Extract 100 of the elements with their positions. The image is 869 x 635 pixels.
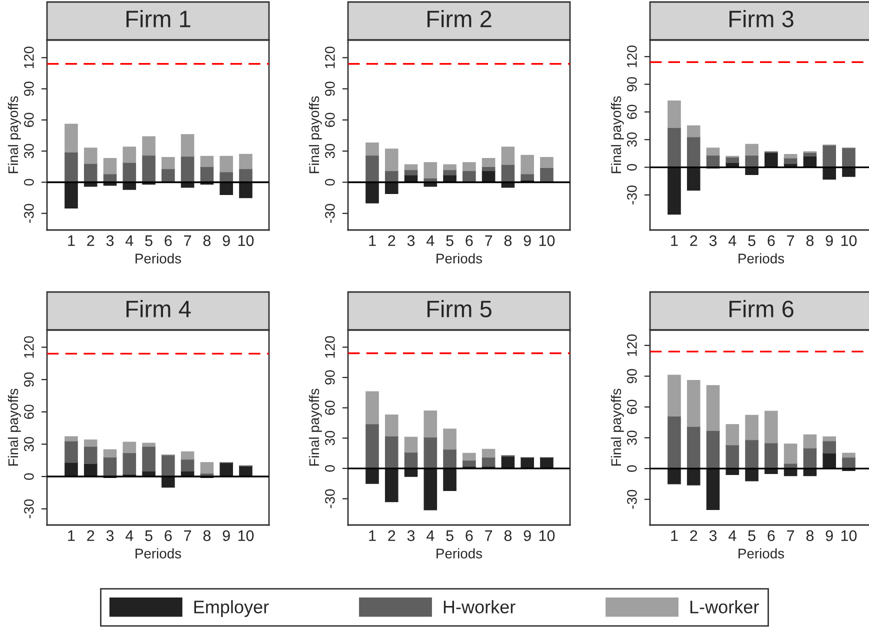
y-tick-label: 90 xyxy=(24,372,34,387)
y-tick-label: 0 xyxy=(325,465,335,472)
x-tick-label: 2 xyxy=(690,530,698,541)
legend-label: Employer xyxy=(194,600,269,617)
y-axis-title: Final payoffs xyxy=(8,96,21,174)
x-tick-label: 1 xyxy=(369,235,376,246)
y-axis-title: Final payoffs xyxy=(8,388,21,466)
y-axis-title: Final payoffs xyxy=(308,96,322,174)
y-tick-label: 120 xyxy=(325,336,335,358)
y-tick-label: 60 xyxy=(325,400,335,415)
x-tick-label: 8 xyxy=(203,235,211,246)
x-axis-title: Periods xyxy=(738,548,784,558)
x-tick-label: 6 xyxy=(164,530,172,542)
x-tick-label: 2 xyxy=(388,530,396,541)
x-tick-label: 1 xyxy=(671,530,678,541)
y-axis-title: Final payoffs xyxy=(610,96,624,174)
y-tick-label: 90 xyxy=(24,82,34,96)
x-tick-label: 3 xyxy=(709,530,717,542)
y-tick-label: 90 xyxy=(627,369,637,384)
y-tick-label: 120 xyxy=(627,334,637,356)
x-tick-label: 9 xyxy=(826,235,833,246)
x-tick-label: 7 xyxy=(184,235,192,246)
x-axis-title: Periods xyxy=(136,548,182,558)
chart-title: Firm 2 xyxy=(427,10,492,28)
x-tick-label: 3 xyxy=(407,235,415,246)
x-axis-title: Periods xyxy=(436,253,482,264)
x-tick-label: 9 xyxy=(222,235,230,246)
y-tick-label: 0 xyxy=(627,164,637,171)
y-tick-label: 90 xyxy=(325,370,335,385)
y-tick-label: 0 xyxy=(627,465,637,472)
x-tick-label: 4 xyxy=(126,235,134,246)
x-tick-label: 9 xyxy=(524,530,531,542)
x-tick-label: 5 xyxy=(446,235,454,246)
x-tick-label: 3 xyxy=(407,530,415,542)
x-tick-label: 6 xyxy=(164,235,172,246)
x-tick-label: 7 xyxy=(485,235,492,246)
y-tick-label: 60 xyxy=(627,400,637,414)
y-tick-label: 120 xyxy=(627,46,637,68)
x-tick-label: 1 xyxy=(68,235,75,246)
x-tick-label: 7 xyxy=(184,530,192,541)
y-tick-label: -30 xyxy=(627,185,637,204)
x-tick-label: 4 xyxy=(728,235,736,246)
x-tick-label: 6 xyxy=(768,530,775,542)
x-tick-label: 10 xyxy=(841,235,857,246)
x-tick-label: 7 xyxy=(485,530,492,541)
x-axis-title: Periods xyxy=(738,253,784,264)
x-tick-label: 4 xyxy=(728,530,736,541)
y-tick-label: 90 xyxy=(627,77,637,92)
y-tick-label: -30 xyxy=(325,204,335,223)
x-tick-label: 1 xyxy=(68,530,75,541)
x-axis-title: Periods xyxy=(136,253,182,264)
x-tick-label: 10 xyxy=(539,530,555,542)
y-tick-label: -30 xyxy=(325,489,335,508)
x-tick-label: 8 xyxy=(504,235,512,246)
x-tick-label: 5 xyxy=(145,235,152,246)
y-tick-label: 120 xyxy=(24,336,34,358)
x-tick-label: 7 xyxy=(787,530,794,541)
y-tick-label: 90 xyxy=(325,82,335,96)
y-tick-label: 0 xyxy=(24,178,34,186)
x-tick-label: 1 xyxy=(369,530,376,541)
x-tick-label: 9 xyxy=(222,530,230,542)
y-axis-title: Final payoffs xyxy=(610,388,624,466)
x-tick-label: 3 xyxy=(709,235,717,246)
x-tick-label: 3 xyxy=(106,235,114,246)
x-tick-label: 8 xyxy=(806,530,814,542)
x-tick-label: 7 xyxy=(787,235,794,246)
x-tick-label: 4 xyxy=(426,530,434,541)
y-tick-label: 60 xyxy=(627,104,637,119)
y-tick-label: 60 xyxy=(325,112,335,127)
x-tick-label: 10 xyxy=(238,235,254,246)
x-tick-label: 5 xyxy=(748,530,756,542)
x-tick-label: 5 xyxy=(446,530,454,542)
x-tick-label: 2 xyxy=(87,530,94,541)
legend-label: H-worker xyxy=(444,600,516,614)
chart-title: Firm 3 xyxy=(729,10,794,28)
y-tick-label: 60 xyxy=(24,112,34,127)
x-tick-label: 5 xyxy=(145,530,152,542)
chart-title: Firm 4 xyxy=(126,300,191,318)
x-tick-label: 6 xyxy=(466,235,473,246)
x-tick-label: 9 xyxy=(826,530,833,542)
y-tick-label: 120 xyxy=(24,46,34,68)
y-tick-label: 30 xyxy=(325,430,335,446)
y-tick-label: 120 xyxy=(325,46,335,68)
x-tick-label: 9 xyxy=(524,235,531,246)
x-tick-label: 1 xyxy=(671,235,678,246)
x-tick-label: 4 xyxy=(426,235,434,246)
x-tick-label: 4 xyxy=(126,530,134,541)
chart-title: Firm 6 xyxy=(729,300,794,318)
legend-label: L-worker xyxy=(690,600,759,614)
y-tick-label: 60 xyxy=(24,404,34,419)
y-tick-label: 30 xyxy=(627,430,637,445)
x-tick-label: 5 xyxy=(748,235,756,246)
y-tick-label: 30 xyxy=(24,144,34,158)
x-axis-title: Periods xyxy=(436,548,482,558)
y-tick-label: 0 xyxy=(24,473,34,480)
x-tick-label: 8 xyxy=(203,530,211,542)
chart-title: Firm 5 xyxy=(427,300,492,318)
x-tick-label: 10 xyxy=(841,530,857,542)
y-tick-label: -30 xyxy=(24,204,34,223)
x-tick-label: 2 xyxy=(388,235,396,246)
